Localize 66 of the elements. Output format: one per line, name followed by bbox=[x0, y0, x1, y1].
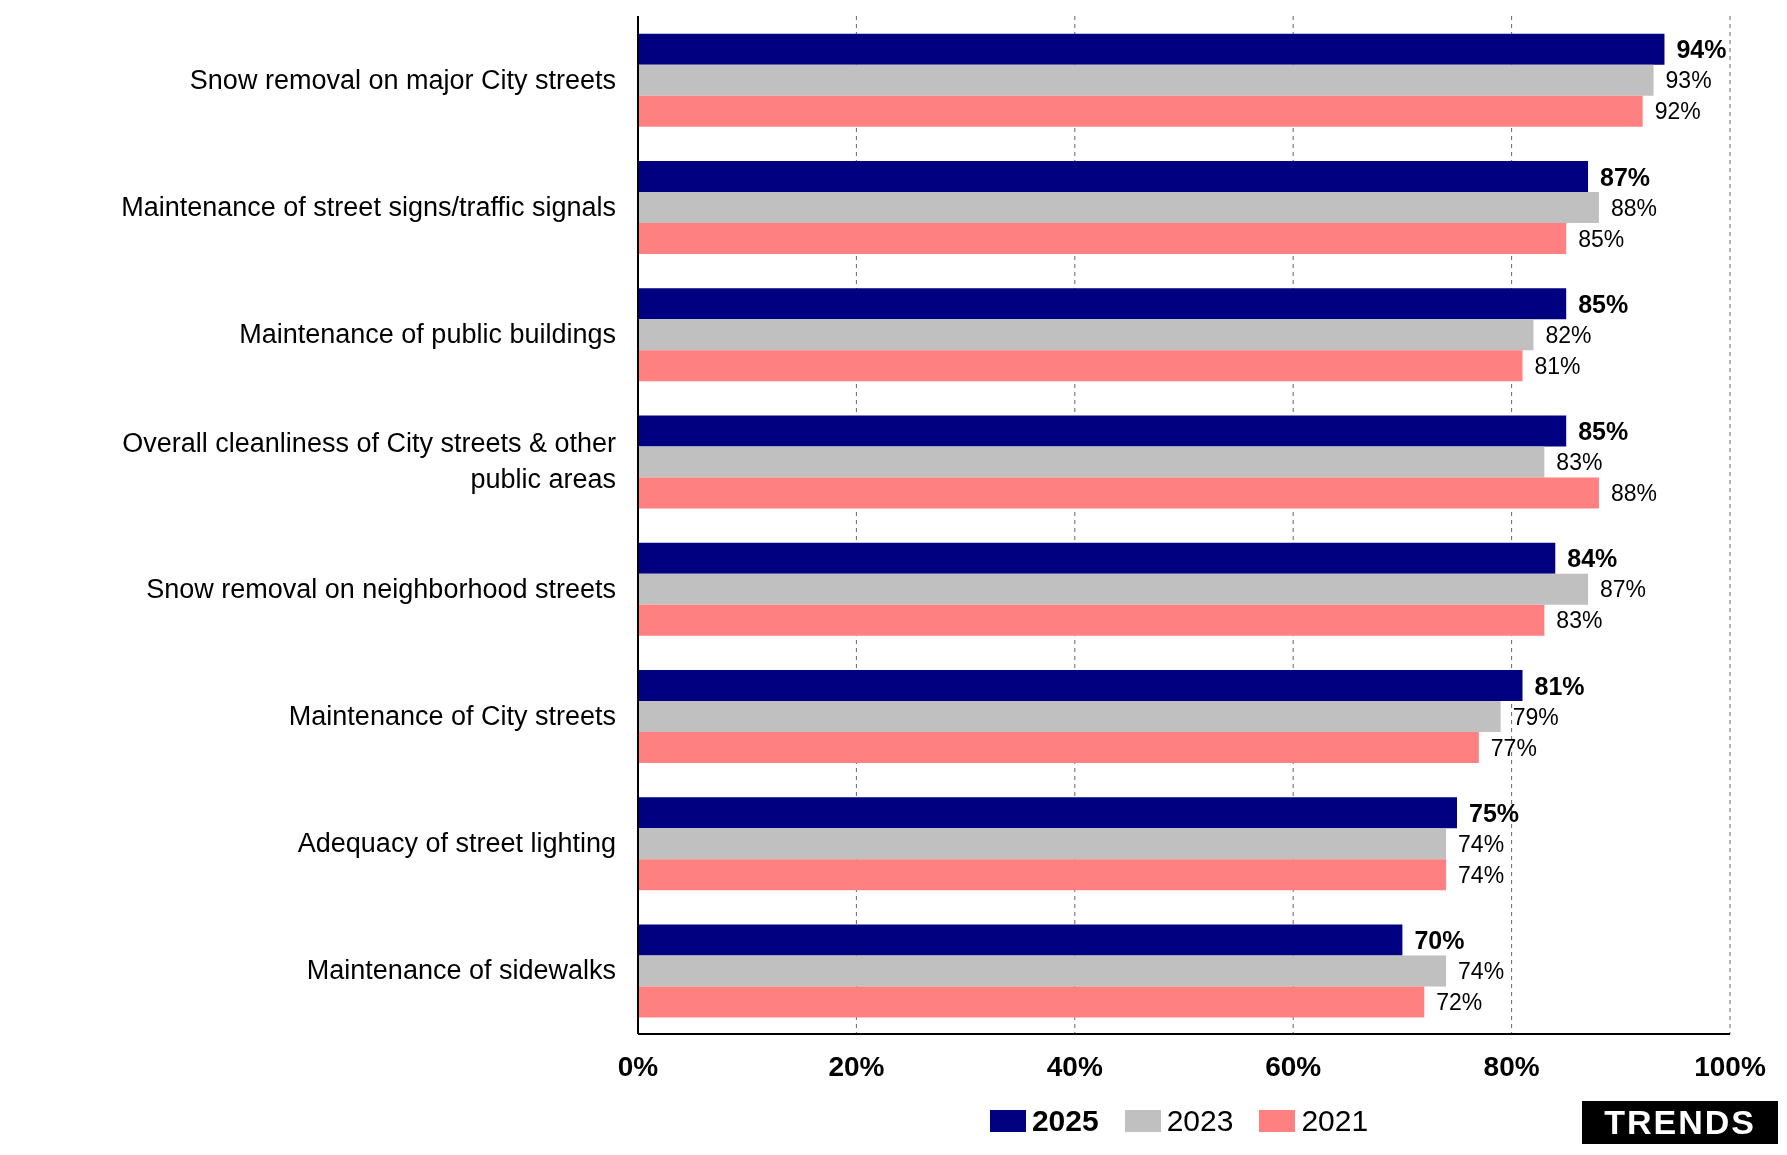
data-label: 84% bbox=[1567, 544, 1618, 573]
legend-label: 2023 bbox=[1166, 1104, 1234, 1138]
bar bbox=[638, 859, 1447, 891]
data-label: 83% bbox=[1556, 607, 1603, 634]
bar bbox=[638, 95, 1643, 127]
y-tick-label: Snow removal on major City streets bbox=[189, 64, 616, 95]
data-label: 75% bbox=[1469, 798, 1520, 827]
bar bbox=[638, 924, 1403, 956]
data-label: 87% bbox=[1600, 576, 1647, 603]
bar bbox=[638, 604, 1545, 636]
data-label: 74% bbox=[1458, 861, 1505, 888]
bar bbox=[638, 33, 1665, 65]
data-label: 82% bbox=[1545, 321, 1592, 348]
bar bbox=[638, 797, 1457, 829]
bar bbox=[638, 446, 1545, 478]
bar bbox=[638, 701, 1501, 733]
bar bbox=[638, 192, 1599, 224]
data-label: 93% bbox=[1665, 67, 1712, 94]
x-tick-label: 40% bbox=[1046, 1050, 1103, 1082]
x-tick-label: 20% bbox=[828, 1050, 885, 1082]
data-label: 74% bbox=[1458, 958, 1505, 985]
data-label: 92% bbox=[1654, 98, 1701, 125]
bar bbox=[638, 670, 1523, 702]
y-tick-label: Overall cleanliness of City streets & other public areas bbox=[122, 428, 616, 495]
data-label: 72% bbox=[1436, 989, 1483, 1016]
bar bbox=[638, 288, 1567, 320]
y-tick-label: Maintenance of City streets bbox=[288, 700, 616, 731]
data-label: 85% bbox=[1578, 225, 1625, 252]
data-label: 83% bbox=[1556, 449, 1603, 476]
bar bbox=[638, 542, 1556, 574]
x-tick-label: 80% bbox=[1483, 1050, 1540, 1082]
bar bbox=[638, 986, 1425, 1018]
bar bbox=[638, 223, 1567, 255]
y-tick-label: Adequacy of street lighting bbox=[297, 828, 616, 859]
bar bbox=[638, 350, 1523, 382]
y-tick-label: Maintenance of sidewalks bbox=[306, 955, 616, 986]
y-tick-label: Snow removal on neighborhood streets bbox=[146, 573, 616, 604]
data-label: 77% bbox=[1490, 734, 1537, 761]
legend-label: 2025 bbox=[1031, 1104, 1099, 1138]
data-label: 81% bbox=[1534, 671, 1585, 700]
data-label: 70% bbox=[1414, 926, 1465, 955]
data-label: 74% bbox=[1458, 830, 1505, 857]
bar bbox=[638, 319, 1534, 351]
data-label: 79% bbox=[1512, 703, 1559, 730]
text: TRENDS bbox=[1582, 1101, 1778, 1144]
bar bbox=[638, 477, 1599, 509]
data-label: 88% bbox=[1610, 194, 1658, 221]
y-tick-label: Maintenance of street signs/traffic signals bbox=[121, 191, 616, 222]
legend-label: 2021 bbox=[1301, 1104, 1369, 1138]
data-label: 85% bbox=[1578, 417, 1629, 446]
data-label: 85% bbox=[1578, 289, 1629, 318]
data-label: 94% bbox=[1676, 35, 1727, 64]
x-tick-label: 100% bbox=[1694, 1050, 1766, 1082]
data-label: 81% bbox=[1534, 352, 1581, 379]
bar bbox=[638, 161, 1589, 193]
y-tick-label: Maintenance of public buildings bbox=[239, 319, 616, 350]
bar bbox=[638, 955, 1447, 987]
data-label: 88% bbox=[1610, 480, 1658, 507]
bar bbox=[638, 828, 1447, 860]
bar bbox=[638, 573, 1589, 605]
bar bbox=[638, 732, 1479, 764]
bar bbox=[638, 415, 1567, 447]
x-tick-label: 60% bbox=[1265, 1050, 1322, 1082]
bar bbox=[638, 64, 1654, 96]
data-label: 87% bbox=[1600, 162, 1651, 191]
x-tick-label: 0% bbox=[617, 1050, 659, 1082]
